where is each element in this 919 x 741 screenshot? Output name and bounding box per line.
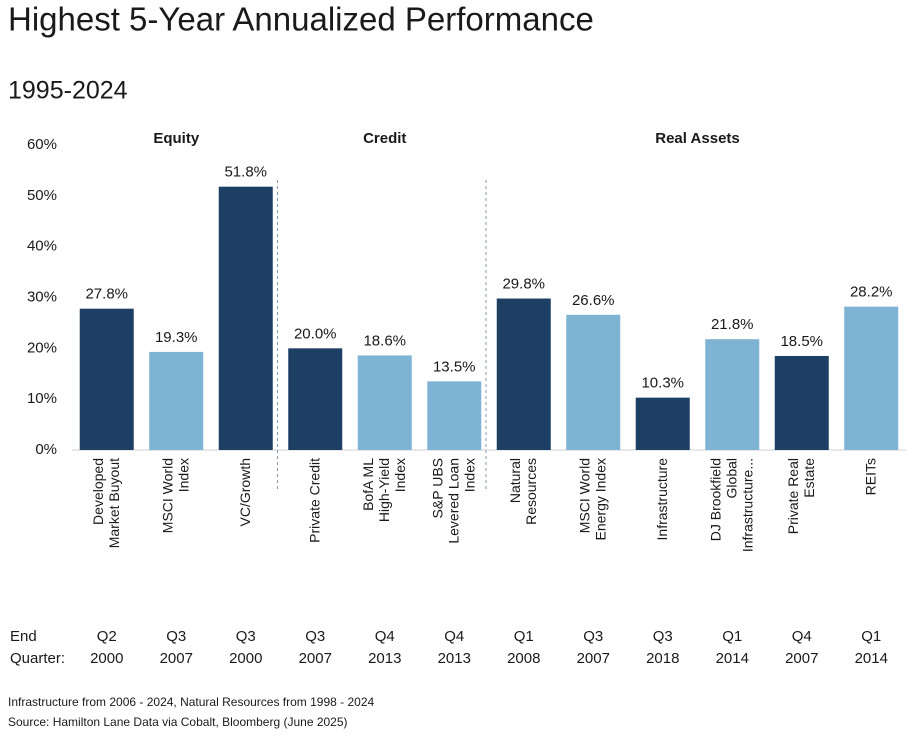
x-tick-label: MSCI WorldEnergy Index <box>576 458 608 541</box>
footnote: Infrastructure from 2006 - 2024, Natural… <box>8 695 375 709</box>
value-label: 20.0% <box>294 325 337 342</box>
end-quarter: Q4 2013 <box>368 628 401 667</box>
group-label: Equity <box>153 130 199 147</box>
bar <box>774 355 829 450</box>
value-label: 21.8% <box>711 316 754 333</box>
x-tick-label: Private RealEstate <box>784 458 816 534</box>
x-tick-label: Private Credit <box>306 458 322 543</box>
end-quarter: Q2 2000 <box>90 628 123 667</box>
bar <box>288 348 343 450</box>
chart-subtitle: 1995-2024 <box>8 77 128 105</box>
end-quarter-label: End Quarter: <box>10 628 65 667</box>
group-label: Real Assets <box>655 130 740 147</box>
bar <box>844 306 899 450</box>
bar <box>566 314 621 450</box>
y-tick-label: 0% <box>35 441 57 458</box>
bar <box>149 351 204 450</box>
end-quarter: Q1 2008 <box>507 628 540 667</box>
y-tick-label: 50% <box>27 187 57 204</box>
value-label: 19.3% <box>155 329 198 346</box>
end-quarter: Q3 2007 <box>577 628 610 667</box>
end-quarter: Q1 2014 <box>716 628 749 667</box>
chart-title: Highest 5-Year Annualized Performance <box>8 1 594 38</box>
x-tick-label: S&P UBSLevered LoanIndex <box>429 458 477 544</box>
bar <box>427 381 482 450</box>
end-quarter: Q3 2018 <box>646 628 679 667</box>
value-label: 26.6% <box>572 292 615 309</box>
x-tick-label: VC/Growth <box>236 458 252 526</box>
bar <box>705 339 760 450</box>
footnote: Source: Hamilton Lane Data via Cobalt, B… <box>8 715 348 729</box>
value-label: 51.8% <box>224 164 267 181</box>
y-tick-label: 60% <box>27 136 57 153</box>
y-tick-label: 30% <box>27 288 57 305</box>
end-quarter: Q4 2013 <box>438 628 471 667</box>
end-quarter: Q1 2014 <box>855 628 888 667</box>
end-quarter: Q3 2007 <box>160 628 193 667</box>
x-tick-label: DevelopedMarket Buyout <box>89 458 121 548</box>
x-tick-label: DJ BrookfieldGlobalInfrastructure... <box>707 458 755 552</box>
x-tick-label: NaturalResources <box>506 458 538 525</box>
x-tick-label: MSCI WorldIndex <box>159 458 191 533</box>
bar <box>79 308 134 450</box>
x-tick-label: Infrastructure <box>653 458 669 541</box>
bar <box>496 298 551 450</box>
bar <box>357 355 412 450</box>
y-tick-label: 40% <box>27 238 57 255</box>
group-label: Credit <box>363 130 406 147</box>
value-label: 28.2% <box>850 284 893 301</box>
value-label: 27.8% <box>85 286 128 303</box>
end-quarter: Q4 2007 <box>785 628 818 667</box>
value-label: 29.8% <box>502 275 545 292</box>
bar <box>218 186 273 450</box>
value-label: 18.6% <box>363 332 406 349</box>
x-tick-label: REITs <box>862 458 878 495</box>
y-tick-label: 10% <box>27 390 57 407</box>
y-tick-label: 20% <box>27 339 57 356</box>
value-label: 18.5% <box>780 333 823 350</box>
end-quarter: Q3 2007 <box>299 628 332 667</box>
end-quarter: Q3 2000 <box>229 628 262 667</box>
bar <box>635 397 690 450</box>
value-label: 10.3% <box>641 375 684 392</box>
value-label: 13.5% <box>433 358 476 375</box>
x-tick-label: BofA MLHigh-YieldIndex <box>359 458 407 522</box>
